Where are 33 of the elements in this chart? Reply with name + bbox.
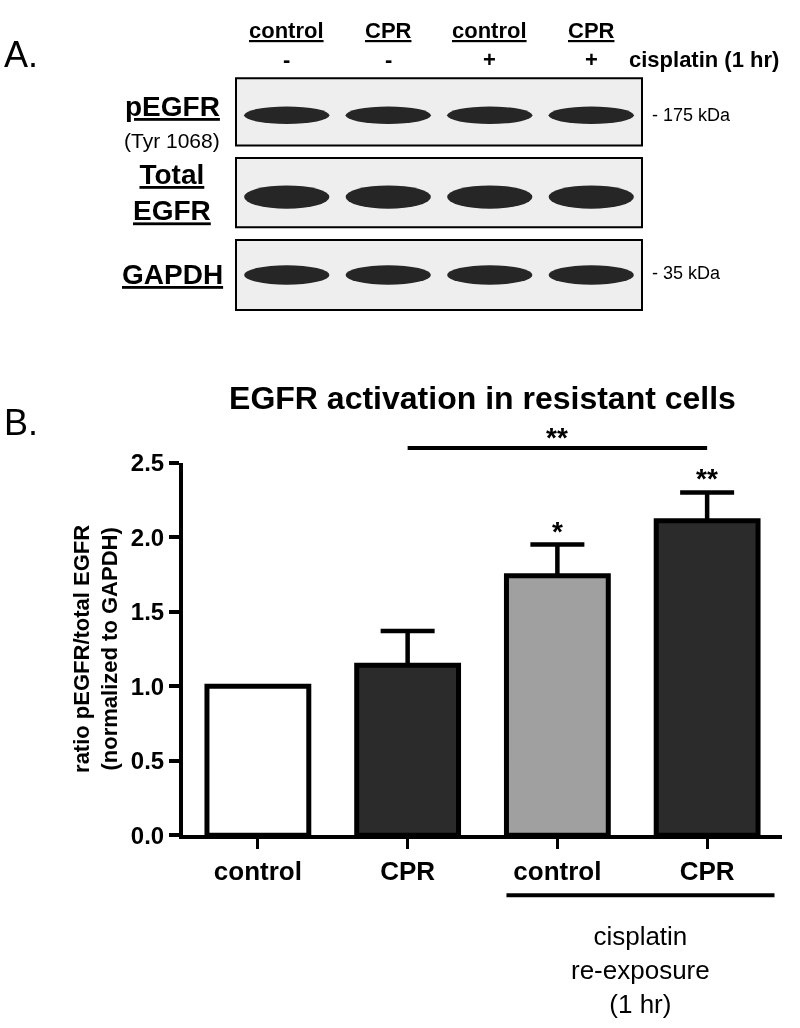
y-tick-label: 2.0 (130, 523, 165, 551)
text: - 35 kDa (652, 263, 722, 283)
x-tick-label: control (213, 856, 302, 887)
category-label: CPR (568, 18, 615, 43)
text: - (283, 47, 291, 72)
category-label: control (249, 18, 324, 43)
y-tick-label: 0.0 (130, 821, 165, 849)
annotation: ** (696, 463, 718, 494)
x-tick-label: control (513, 856, 602, 887)
text: ** (546, 422, 568, 453)
text: A. (4, 34, 39, 75)
category-label: control (452, 18, 527, 43)
text: - 175 kDa (652, 105, 732, 125)
y-tick-label: 1.5 (130, 598, 165, 626)
text: Total EGFR (133, 159, 211, 227)
text: (Tyr 1068) (124, 129, 220, 152)
text: cisplatin re-exposure (1 hr) (571, 921, 710, 1019)
text: cisplatin (1 hr) (629, 47, 780, 72)
text: B. (4, 402, 39, 443)
x-tick-label: CPR (380, 856, 436, 887)
text: pEGFR (125, 91, 220, 122)
chart-title: EGFR activation in resistant cells (229, 380, 736, 417)
text: + (483, 47, 496, 72)
text: + (585, 47, 598, 72)
text: - (385, 47, 393, 72)
y-tick-label: 1.0 (130, 672, 165, 700)
text: GAPDH (122, 259, 224, 290)
y-axis-title: ratio pEGFR/total EGFR (normalized to GAPDH) (68, 524, 123, 773)
category-label: CPR (365, 18, 412, 43)
annotation: * (552, 516, 563, 547)
x-tick-label: CPR (679, 856, 735, 887)
y-tick-label: 0.5 (130, 747, 165, 775)
y-tick-label: 2.5 (130, 449, 165, 476)
